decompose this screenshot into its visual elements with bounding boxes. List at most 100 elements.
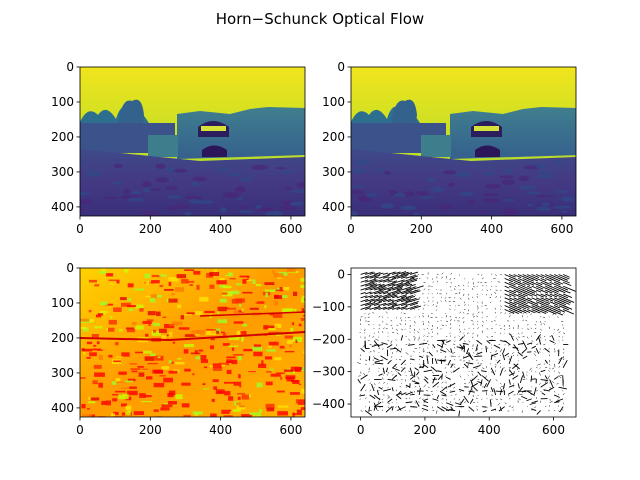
flow-vector (365, 271, 374, 275)
flow-vector (396, 281, 410, 287)
flow-vector (472, 352, 475, 354)
flow-vector (494, 355, 496, 358)
flow-vector (360, 285, 375, 291)
y-tick-label: 300 (322, 165, 345, 179)
flow-vector (396, 289, 411, 295)
flow-vector (486, 308, 488, 310)
flow-vector (526, 297, 532, 301)
flow-vector (427, 340, 429, 343)
flow-vector (392, 306, 401, 310)
flow-vector (441, 272, 444, 275)
flow-vector (562, 402, 565, 405)
flow-vector (409, 376, 415, 380)
flow-vector (548, 370, 550, 372)
flow-vector (562, 297, 575, 303)
flow-vector (364, 397, 367, 400)
flow-vector (378, 352, 380, 354)
flow-vector (422, 355, 424, 357)
flow-vector (396, 271, 407, 275)
flow-vector (374, 359, 384, 363)
flow-vector (504, 281, 515, 287)
flow-vector (562, 313, 565, 315)
flow-vector (518, 342, 524, 345)
flow-vector (436, 289, 438, 291)
flow-vector (410, 374, 413, 376)
flow-vector (405, 384, 411, 388)
flow-vector (436, 401, 439, 403)
flow-vector (527, 342, 533, 345)
flow-vector (423, 400, 429, 404)
flow-vector (367, 320, 370, 322)
flow-vector (463, 293, 465, 297)
flow-vector (383, 382, 386, 384)
flow-vector (424, 376, 429, 380)
flow-vector (365, 298, 375, 303)
flow-vector (410, 302, 419, 307)
flow-vector (477, 307, 479, 310)
flow-vector (507, 410, 510, 412)
flow-vector (458, 388, 465, 392)
flow-vector (437, 375, 442, 381)
flow-vector (365, 278, 377, 283)
flow-vector (540, 328, 542, 331)
flow-vector (464, 383, 466, 385)
flow-vector (472, 327, 475, 330)
flow-vector (495, 379, 498, 382)
flow-vector (386, 373, 388, 376)
flow-vector (544, 293, 553, 298)
y-tick-label: 200 (51, 130, 74, 144)
flow-vector (400, 328, 404, 331)
flow-vector (491, 408, 496, 411)
flow-vector (396, 328, 398, 331)
flow-vector (441, 340, 445, 349)
flow-vector (405, 274, 416, 279)
flow-vector (417, 331, 420, 333)
flow-vector (458, 355, 460, 357)
flow-vector (410, 271, 419, 275)
flow-vector (534, 324, 537, 326)
flow-vector (459, 375, 462, 378)
flow-vector (491, 320, 493, 323)
flow-vector (419, 366, 424, 369)
flow-vector (373, 340, 380, 348)
flow-vector (365, 363, 367, 366)
axes-frame (79, 66, 306, 217)
flow-vector (558, 289, 566, 294)
flow-vector (508, 315, 511, 318)
flow-vector (445, 376, 451, 380)
x-tick-label: 0 (347, 222, 355, 236)
flow-vector (385, 367, 389, 373)
flow-vector (562, 305, 573, 310)
flow-vector (535, 285, 544, 290)
flow-vector (374, 286, 386, 291)
flow-vector (562, 356, 565, 359)
flow-vector (504, 285, 510, 289)
flow-vector (517, 277, 529, 284)
flow-vector (396, 297, 410, 303)
flow-vector (432, 371, 434, 374)
flow-vector (553, 390, 556, 393)
flow-vector (494, 291, 496, 295)
flow-vector (508, 293, 516, 298)
flow-vector (445, 402, 454, 406)
flow-vector (499, 406, 502, 412)
flow-vector (537, 336, 542, 345)
flow-vector (535, 274, 545, 279)
flow-vector (397, 372, 402, 376)
flow-vector (535, 359, 538, 362)
flow-vector (441, 340, 445, 344)
flow-vector (382, 348, 384, 350)
flow-vector (391, 367, 400, 372)
flow-vector (562, 363, 564, 365)
flow-vector (378, 298, 387, 303)
flow-vector (499, 388, 503, 396)
flow-vector (446, 282, 448, 284)
flow-vector (499, 349, 502, 353)
flow-vector (369, 298, 381, 303)
flow-vector (387, 274, 399, 279)
flow-vector (553, 281, 561, 286)
x-tick-label: 0 (76, 423, 84, 437)
flow-vector (437, 320, 439, 322)
flow-vector (423, 398, 429, 402)
flow-vector (441, 381, 444, 384)
